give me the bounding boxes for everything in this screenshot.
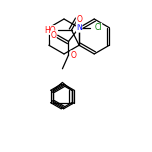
Text: O: O	[71, 51, 77, 60]
Text: HO: HO	[45, 26, 56, 35]
Text: N: N	[76, 23, 82, 32]
Text: O: O	[50, 31, 56, 40]
Text: O: O	[76, 15, 82, 24]
Text: Cl: Cl	[94, 23, 102, 32]
